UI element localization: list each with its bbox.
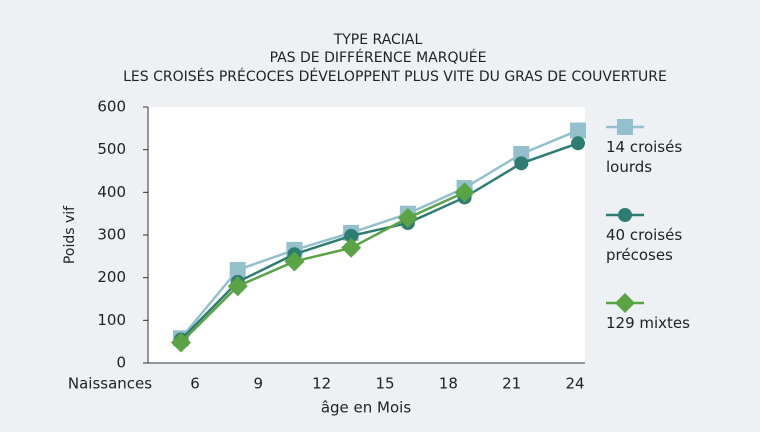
point xyxy=(397,207,418,228)
point xyxy=(227,276,248,297)
legend-marker xyxy=(617,119,633,135)
x-tick-label: 15 xyxy=(375,375,394,393)
point xyxy=(571,136,585,151)
y-tick-label: 100 xyxy=(97,311,126,329)
y-axis-label: Poids vif xyxy=(62,205,78,264)
legend-label: 129 mixtes xyxy=(606,314,690,332)
y-tick-label: 400 xyxy=(97,183,126,201)
point xyxy=(344,228,359,243)
legend-marker xyxy=(618,208,632,222)
y-tick-label: 300 xyxy=(97,226,126,244)
point xyxy=(171,332,191,353)
x-tick-label: 12 xyxy=(312,375,331,393)
series-line xyxy=(180,142,579,341)
x-tick-label: Naissances xyxy=(68,375,152,393)
chart-title: TYPE RACIAL xyxy=(333,32,423,48)
x-tick-label: 21 xyxy=(502,375,521,393)
legend-marker xyxy=(615,293,635,313)
point xyxy=(454,182,475,203)
point xyxy=(284,251,305,272)
point xyxy=(341,237,362,258)
y-tick-label: 500 xyxy=(97,140,126,158)
y-tick-label: 600 xyxy=(97,98,126,116)
chart-title: LES CROISÉS PRÉCOCES DÉVELOPPENT PLUS VI… xyxy=(123,68,667,85)
x-tick-label: 9 xyxy=(254,375,264,393)
chart-title: PAS DE DIFFÉRENCE MARQUÉE xyxy=(270,49,487,66)
x-tick-label: 24 xyxy=(565,375,584,393)
plot-area xyxy=(148,107,585,363)
x-axis-label: âge en Mois xyxy=(321,399,412,417)
series-line xyxy=(180,191,466,344)
y-tick-label: 200 xyxy=(97,268,126,286)
legend-label: 14 croisés lourds xyxy=(606,138,683,176)
series-line xyxy=(180,129,579,340)
x-tick-label: 6 xyxy=(190,375,200,393)
point xyxy=(570,122,586,139)
x-tick-label: 18 xyxy=(439,375,458,393)
legend-label: 40 croisés précoses xyxy=(606,226,683,264)
point xyxy=(229,261,246,278)
y-tick-label: 0 xyxy=(116,354,126,372)
point xyxy=(514,156,529,171)
